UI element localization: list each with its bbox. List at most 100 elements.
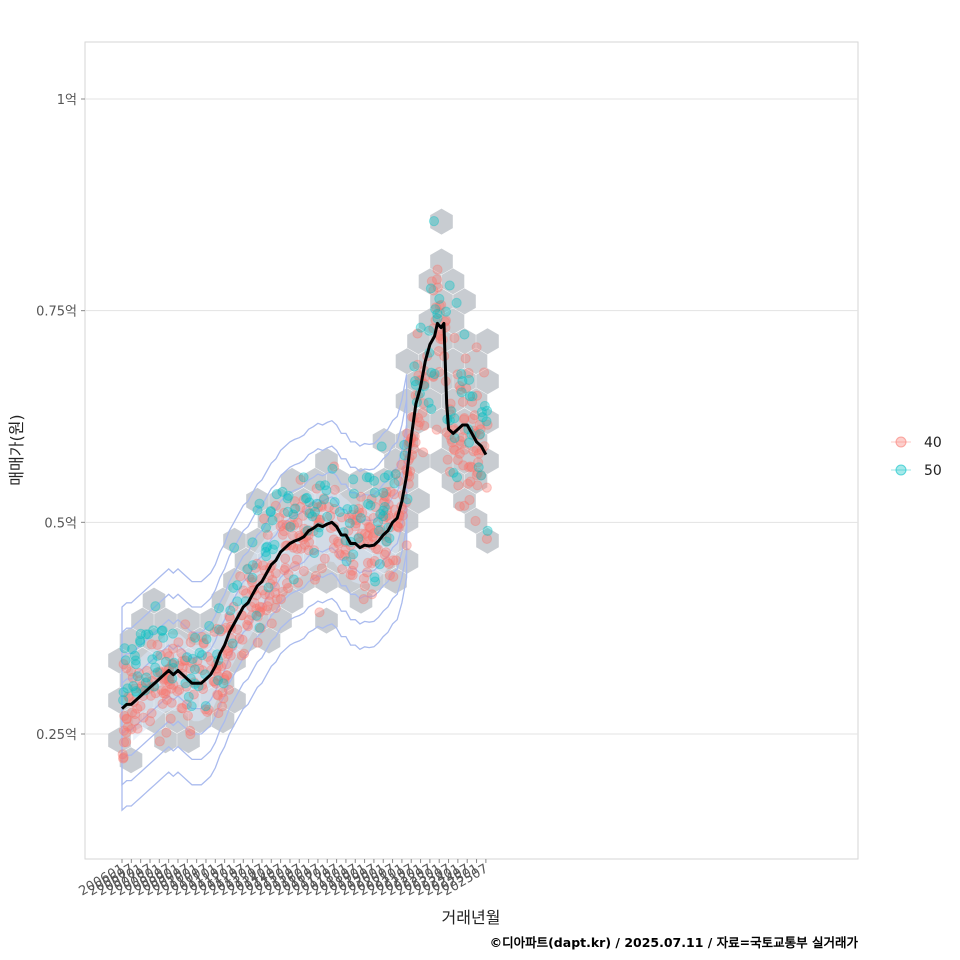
point-40 [221, 659, 232, 670]
point-40 [155, 649, 166, 661]
point-40 [448, 444, 459, 455]
point-40 [146, 639, 157, 650]
point-40 [449, 332, 460, 344]
point-40 [308, 545, 320, 556]
point-50 [424, 325, 435, 336]
point-40 [176, 648, 187, 659]
point-50 [307, 511, 318, 522]
point-40 [141, 665, 153, 677]
hexbin [453, 448, 476, 474]
point-40 [270, 500, 281, 511]
point-40 [210, 678, 221, 689]
point-40 [246, 601, 257, 612]
point-40 [179, 655, 190, 666]
point-40 [144, 716, 156, 727]
point-40 [119, 710, 130, 722]
point-40 [209, 676, 220, 687]
point-40 [353, 532, 364, 543]
point-40 [362, 530, 373, 542]
point-40 [288, 511, 299, 523]
point-40 [311, 483, 322, 494]
point-50 [152, 650, 163, 661]
point-40 [343, 512, 354, 524]
hexbin [453, 487, 476, 514]
point-50 [348, 474, 359, 485]
point-50 [474, 429, 486, 440]
point-40 [278, 526, 290, 537]
point-40 [236, 650, 247, 661]
hexbin [108, 647, 131, 674]
point-40 [347, 514, 358, 525]
point-50 [372, 517, 384, 528]
point-50 [464, 374, 475, 385]
point-50 [269, 539, 280, 550]
point-40 [333, 538, 344, 549]
point-40 [471, 390, 483, 401]
point-40 [127, 707, 138, 718]
hexbin [131, 607, 154, 634]
point-40 [329, 484, 340, 495]
point-40 [367, 532, 378, 543]
point-40 [299, 539, 310, 550]
point-40 [166, 683, 177, 694]
hexbin [464, 467, 488, 494]
point-40 [194, 663, 205, 674]
point-40 [246, 610, 258, 621]
point-40 [118, 725, 130, 736]
point-50 [242, 564, 253, 575]
point-50 [463, 437, 475, 448]
point-40 [200, 704, 211, 715]
point-40 [323, 502, 334, 513]
point-40 [304, 537, 315, 548]
point-50 [261, 551, 272, 562]
point-40 [218, 693, 229, 704]
point-40 [475, 424, 486, 435]
hexbin [476, 527, 499, 554]
point-40 [329, 503, 340, 515]
point-40 [346, 509, 357, 521]
point-50 [130, 655, 141, 666]
trend-line [121, 321, 488, 710]
point-50 [410, 376, 421, 387]
legend-label-50: 50 [924, 463, 942, 479]
point-40 [455, 435, 466, 446]
point-40 [232, 624, 243, 635]
hexbin [430, 208, 453, 235]
point-40 [433, 346, 444, 357]
point-40 [222, 670, 233, 681]
point-40 [235, 571, 246, 582]
point-50 [229, 542, 240, 553]
point-50 [426, 367, 437, 378]
point-40 [132, 703, 143, 714]
point-40 [238, 648, 250, 659]
point-40 [353, 503, 364, 514]
point-40 [164, 679, 175, 690]
point-50 [378, 505, 389, 516]
point-40 [264, 596, 275, 607]
point-50 [481, 405, 493, 416]
point-40 [286, 520, 297, 531]
point-50 [456, 387, 467, 398]
point-40 [225, 613, 236, 624]
point-40 [244, 572, 255, 583]
point-40 [345, 569, 356, 580]
point-40 [362, 557, 374, 569]
point-40 [292, 517, 303, 528]
point-40 [481, 533, 492, 545]
point-40 [166, 697, 177, 708]
point-50 [277, 486, 288, 497]
point-50 [267, 544, 278, 555]
point-50 [374, 559, 385, 570]
point-40 [431, 274, 443, 285]
point-50 [148, 625, 159, 636]
point-40 [157, 698, 168, 710]
point-40 [241, 588, 252, 599]
point-40 [383, 558, 394, 570]
point-40 [163, 676, 174, 687]
point-40 [376, 508, 387, 519]
point-50 [157, 625, 168, 636]
point-40 [275, 594, 286, 605]
point-50 [261, 542, 272, 553]
point-40 [135, 683, 146, 694]
point-40 [384, 570, 395, 581]
